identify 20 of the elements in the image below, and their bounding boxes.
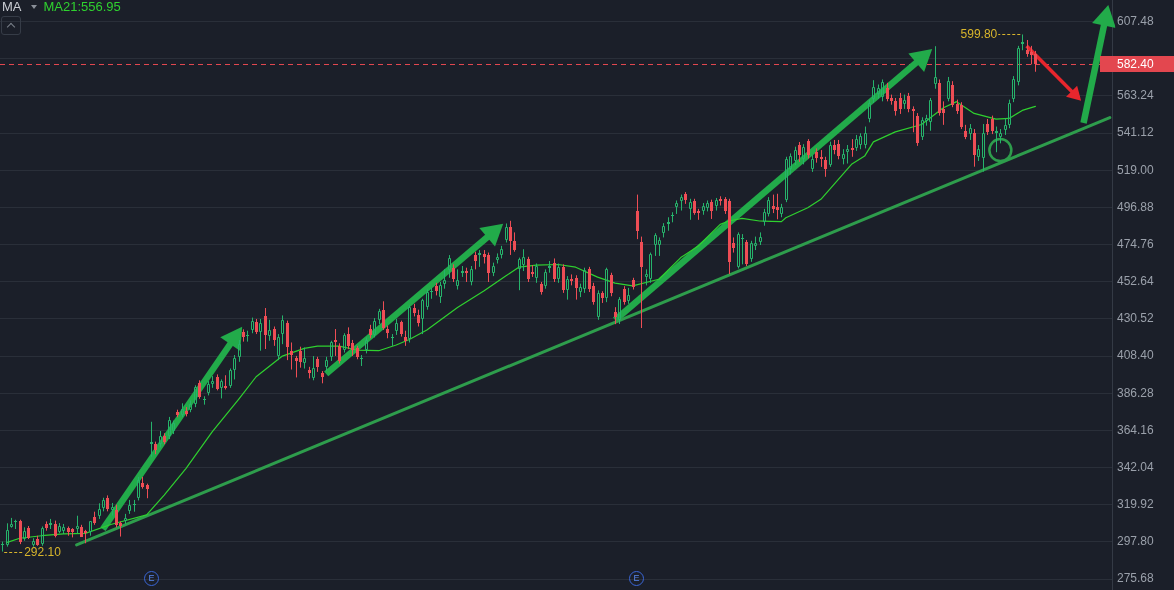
y-tick-label: 275.68	[1117, 571, 1155, 586]
y-tick-label: 386.28	[1117, 385, 1155, 400]
annotation: 599.80	[960, 26, 998, 41]
y-tick-label: 541.12	[1117, 125, 1155, 140]
y-tick-label: 474.76	[1117, 236, 1155, 251]
y-tick-label: 319.92	[1117, 497, 1155, 512]
annotation: 292.10	[24, 544, 62, 559]
y-tick-label: 607.48	[1117, 13, 1155, 28]
y-tick-label: 297.80	[1117, 534, 1155, 549]
text: MA21:556.95	[43, 0, 121, 14]
y-tick-label: 430.52	[1117, 311, 1155, 326]
y-tick-label: 496.88	[1117, 199, 1155, 214]
y-tick-label: 408.40	[1117, 348, 1155, 363]
y-tick-label: 519.00	[1117, 162, 1155, 177]
y-tick-label: 342.04	[1117, 459, 1155, 474]
y-tick-label: 452.64	[1117, 274, 1155, 289]
ref-line-label: 582.40	[1117, 56, 1155, 71]
y-tick-label: 563.24	[1117, 88, 1155, 103]
legend-title: MA	[2, 0, 22, 14]
y-tick-label: 364.16	[1117, 422, 1155, 437]
